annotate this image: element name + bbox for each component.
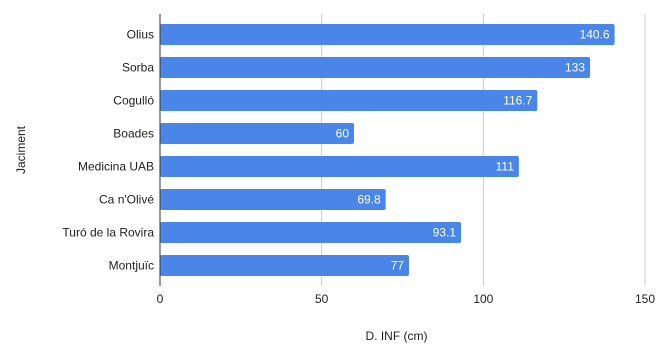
x-tick-label-2: 100 (473, 292, 493, 306)
bar-1 (160, 57, 591, 78)
value-label-2: 116.7 (503, 94, 532, 108)
value-label-0: 140.6 (580, 28, 610, 42)
category-label-6: Turó de la Rovira (62, 226, 154, 240)
bar-7 (160, 255, 409, 276)
x-tick-label-3: 150 (635, 292, 655, 306)
bar-2 (160, 90, 538, 111)
category-label-1: Sorba (122, 61, 154, 75)
bar-3 (160, 123, 354, 144)
x-tick-label-1: 50 (315, 292, 329, 306)
bars: 140.6 133 116.7 60 111 69.8 93.1 77 (160, 24, 615, 276)
bar-6 (160, 222, 462, 243)
category-label-0: Olius (127, 28, 154, 42)
bar-5 (160, 189, 386, 210)
grid-lines (321, 14, 646, 286)
category-label-5: Ca n'Olivé (99, 193, 154, 207)
value-label-1: 133 (565, 61, 585, 75)
category-label-2: Cogulló (113, 94, 154, 108)
y-axis-title: Jaciment (14, 125, 28, 174)
value-label-4: 111 (496, 160, 515, 174)
category-label-4: Medicina UAB (78, 160, 154, 174)
value-label-6: 93.1 (433, 226, 457, 240)
bar-0 (160, 24, 615, 45)
value-label-7: 77 (391, 259, 405, 273)
category-label-7: Montjuïc (109, 259, 154, 273)
x-tick-label-0: 0 (157, 292, 164, 306)
category-label-3: Boades (113, 127, 154, 141)
value-label-5: 69.8 (357, 193, 381, 207)
value-label-3: 60 (336, 127, 350, 141)
category-labels: Olius Sorba Cogulló Boades Medicina UAB Ca n'… (62, 28, 154, 273)
x-axis-ticks: 0 50 100 150 (157, 292, 656, 306)
x-axis-title: D. INF (cm) (366, 329, 428, 343)
bar-4 (160, 156, 519, 177)
